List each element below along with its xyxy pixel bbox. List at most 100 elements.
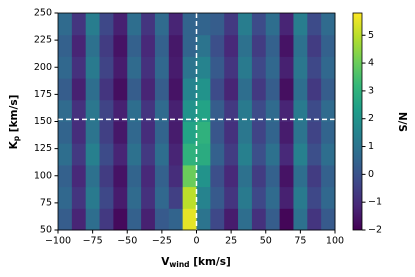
heatmap-cell [307, 99, 322, 122]
heatmap-cell [113, 56, 128, 79]
heatmap-cell [154, 99, 170, 122]
heatmap-cell [71, 121, 87, 144]
heatmap-cell [113, 99, 128, 122]
heatmap-cell [85, 143, 101, 166]
heatmap-cell [154, 13, 170, 36]
heatmap-cell [99, 13, 114, 36]
heatmap-cell [265, 208, 281, 231]
x-tick-label: 100 [326, 236, 344, 247]
heatmap-cell [196, 13, 211, 36]
heatmap-cell [127, 99, 142, 122]
heatmap-cell [99, 99, 114, 122]
heatmap-cell [265, 78, 281, 101]
heatmap-cell [321, 164, 336, 188]
y-tick-label: 175 [34, 89, 52, 100]
heatmap-cell [58, 13, 73, 36]
heatmap-cell [71, 78, 87, 101]
heatmap-cell [127, 13, 142, 36]
heatmap-cell [321, 78, 336, 101]
heatmap-cell [279, 78, 294, 101]
x-axis-label: Vwind [km/s] [161, 256, 231, 269]
heatmap-cell [196, 143, 211, 166]
heatmap-cell [113, 34, 128, 57]
heatmap-cell [85, 208, 101, 231]
heatmap-cell [85, 34, 101, 57]
heatmap-cell [182, 121, 197, 144]
heatmap-cell [58, 208, 73, 231]
heatmap-cell [168, 99, 184, 122]
heatmap-cell [99, 121, 114, 144]
heatmap-cell [321, 99, 336, 122]
heatmap-cell [127, 34, 142, 57]
heatmap-cell [196, 34, 211, 57]
y-tick-label: 100 [34, 170, 52, 181]
heatmap-cell [196, 78, 211, 101]
heatmap-cell [168, 143, 184, 166]
heatmap-cell [127, 186, 142, 209]
heatmap-cell [321, 143, 336, 166]
heatmap-cell [182, 78, 197, 101]
heatmap-cell [265, 13, 281, 36]
heatmap-cell [224, 186, 239, 209]
colorbar-tick-label: 4 [368, 58, 374, 69]
heatmap-cell [196, 99, 211, 122]
heatmap-cell [251, 56, 267, 79]
heatmap-cell [210, 99, 225, 122]
y-tick-label: 125 [34, 143, 52, 154]
heatmap-cell [224, 121, 239, 144]
heatmap-cell [251, 99, 267, 122]
heatmap-cell [307, 143, 322, 166]
x-tick-label: 0 [193, 236, 199, 247]
heatmap-cell [168, 13, 184, 36]
heatmap-cell [99, 78, 114, 101]
heatmap-cell [154, 78, 170, 101]
heatmap-cell [196, 208, 211, 231]
heatmap-cell [85, 13, 101, 36]
heatmap-cell [224, 208, 239, 231]
heatmap-cell [238, 56, 253, 79]
y-label-main: K [8, 140, 20, 149]
heatmap-cell [293, 13, 308, 36]
heatmap-cell [224, 56, 239, 79]
heatmap-cell [293, 56, 308, 79]
heatmap-cell [321, 34, 336, 57]
heatmap-cell [251, 208, 267, 231]
heatmap-cell [182, 186, 197, 209]
heatmap-cell [279, 99, 294, 122]
colorbar [352, 12, 363, 231]
y-axis-label: Kp [km/s] [8, 95, 21, 150]
heatmap-cell [238, 34, 253, 57]
heatmap-cell [154, 121, 170, 144]
heatmap-cell [224, 99, 239, 122]
heatmap-cell [182, 143, 197, 166]
heatmap-cell [251, 78, 267, 101]
heatmap-cell [293, 78, 308, 101]
heatmap-cell [224, 164, 239, 188]
x-tick-label: −75 [83, 236, 103, 247]
heatmap-cell [154, 143, 170, 166]
heatmap-cell [168, 121, 184, 144]
heatmap-cell [238, 121, 253, 144]
heatmap-cell [321, 186, 336, 209]
heatmap-cell [265, 56, 281, 79]
heatmap-cell [141, 208, 156, 231]
heatmap-cell [71, 186, 87, 209]
x-tick-label: 75 [294, 236, 306, 247]
colorbar-tick-label: 3 [368, 85, 374, 96]
heatmap-cell [141, 34, 156, 57]
heatmap-cell [293, 164, 308, 188]
heatmap-cell [210, 186, 225, 209]
heatmap-cell [210, 78, 225, 101]
y-tick-label: 50 [40, 225, 52, 236]
heatmap-cell [71, 99, 87, 122]
heatmap-cell [307, 186, 322, 209]
heatmap-cell [210, 164, 225, 188]
colorbar-tick-label: 1 [368, 141, 374, 152]
heatmap-cell [238, 186, 253, 209]
heatmap-cell [224, 13, 239, 36]
heatmap-cell [58, 143, 73, 166]
heatmap-cell [251, 143, 267, 166]
y-tick-label: 225 [34, 35, 52, 46]
heatmap-cell [210, 34, 225, 57]
heatmap-cell [141, 13, 156, 36]
